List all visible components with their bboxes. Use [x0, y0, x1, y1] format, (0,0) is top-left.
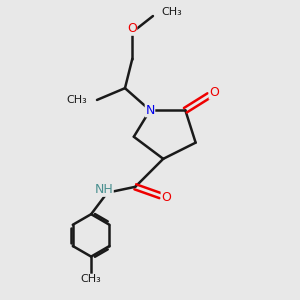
Text: O: O — [127, 22, 137, 35]
Text: O: O — [209, 86, 219, 99]
Text: NH: NH — [94, 183, 113, 196]
Text: CH₃: CH₃ — [66, 95, 87, 105]
Text: CH₃: CH₃ — [162, 8, 182, 17]
Text: O: O — [161, 191, 171, 205]
Text: CH₃: CH₃ — [81, 274, 101, 284]
Text: N: N — [145, 104, 155, 117]
